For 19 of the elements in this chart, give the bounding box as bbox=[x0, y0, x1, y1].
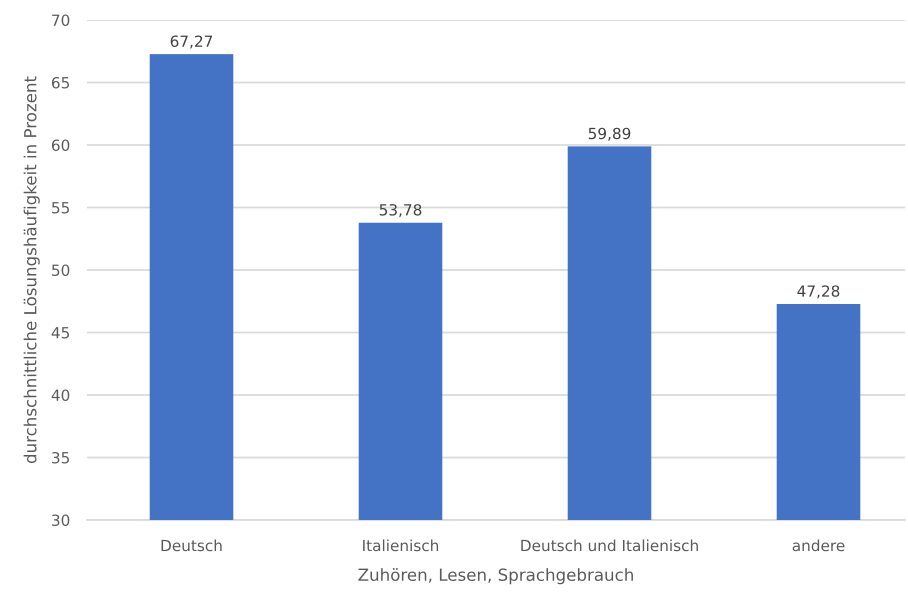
y-tick-label: 40 bbox=[52, 389, 70, 402]
data-label: 59,89 bbox=[588, 128, 630, 141]
data-label: 47,28 bbox=[797, 285, 840, 298]
y-tick-label: 70 bbox=[52, 14, 70, 26]
x-tick-label: andere bbox=[792, 539, 844, 552]
x-tick-label: Italienisch bbox=[363, 539, 438, 552]
x-axis-title: Zuhören, Lesen, Sprachgebrauch bbox=[358, 568, 633, 584]
y-tick-label: 45 bbox=[52, 327, 69, 339]
y-tick-label: 65 bbox=[52, 76, 69, 89]
y-tick-label: 60 bbox=[52, 139, 70, 152]
y-tick-label: 30 bbox=[52, 514, 70, 526]
x-tick-label: Deutsch bbox=[162, 539, 222, 552]
y-tick-label: 55 bbox=[52, 202, 69, 214]
y-tick-label: 50 bbox=[52, 264, 70, 276]
y-axis-title: durchschnittliche Lösungshäufigkeit in Prozent bbox=[24, 76, 40, 464]
y-tick-label: 35 bbox=[52, 452, 69, 464]
data-label: 67,27 bbox=[170, 35, 212, 49]
data-label: 53,78 bbox=[380, 204, 422, 218]
x-tick-label: Deutsch und Italienisch bbox=[521, 539, 698, 552]
